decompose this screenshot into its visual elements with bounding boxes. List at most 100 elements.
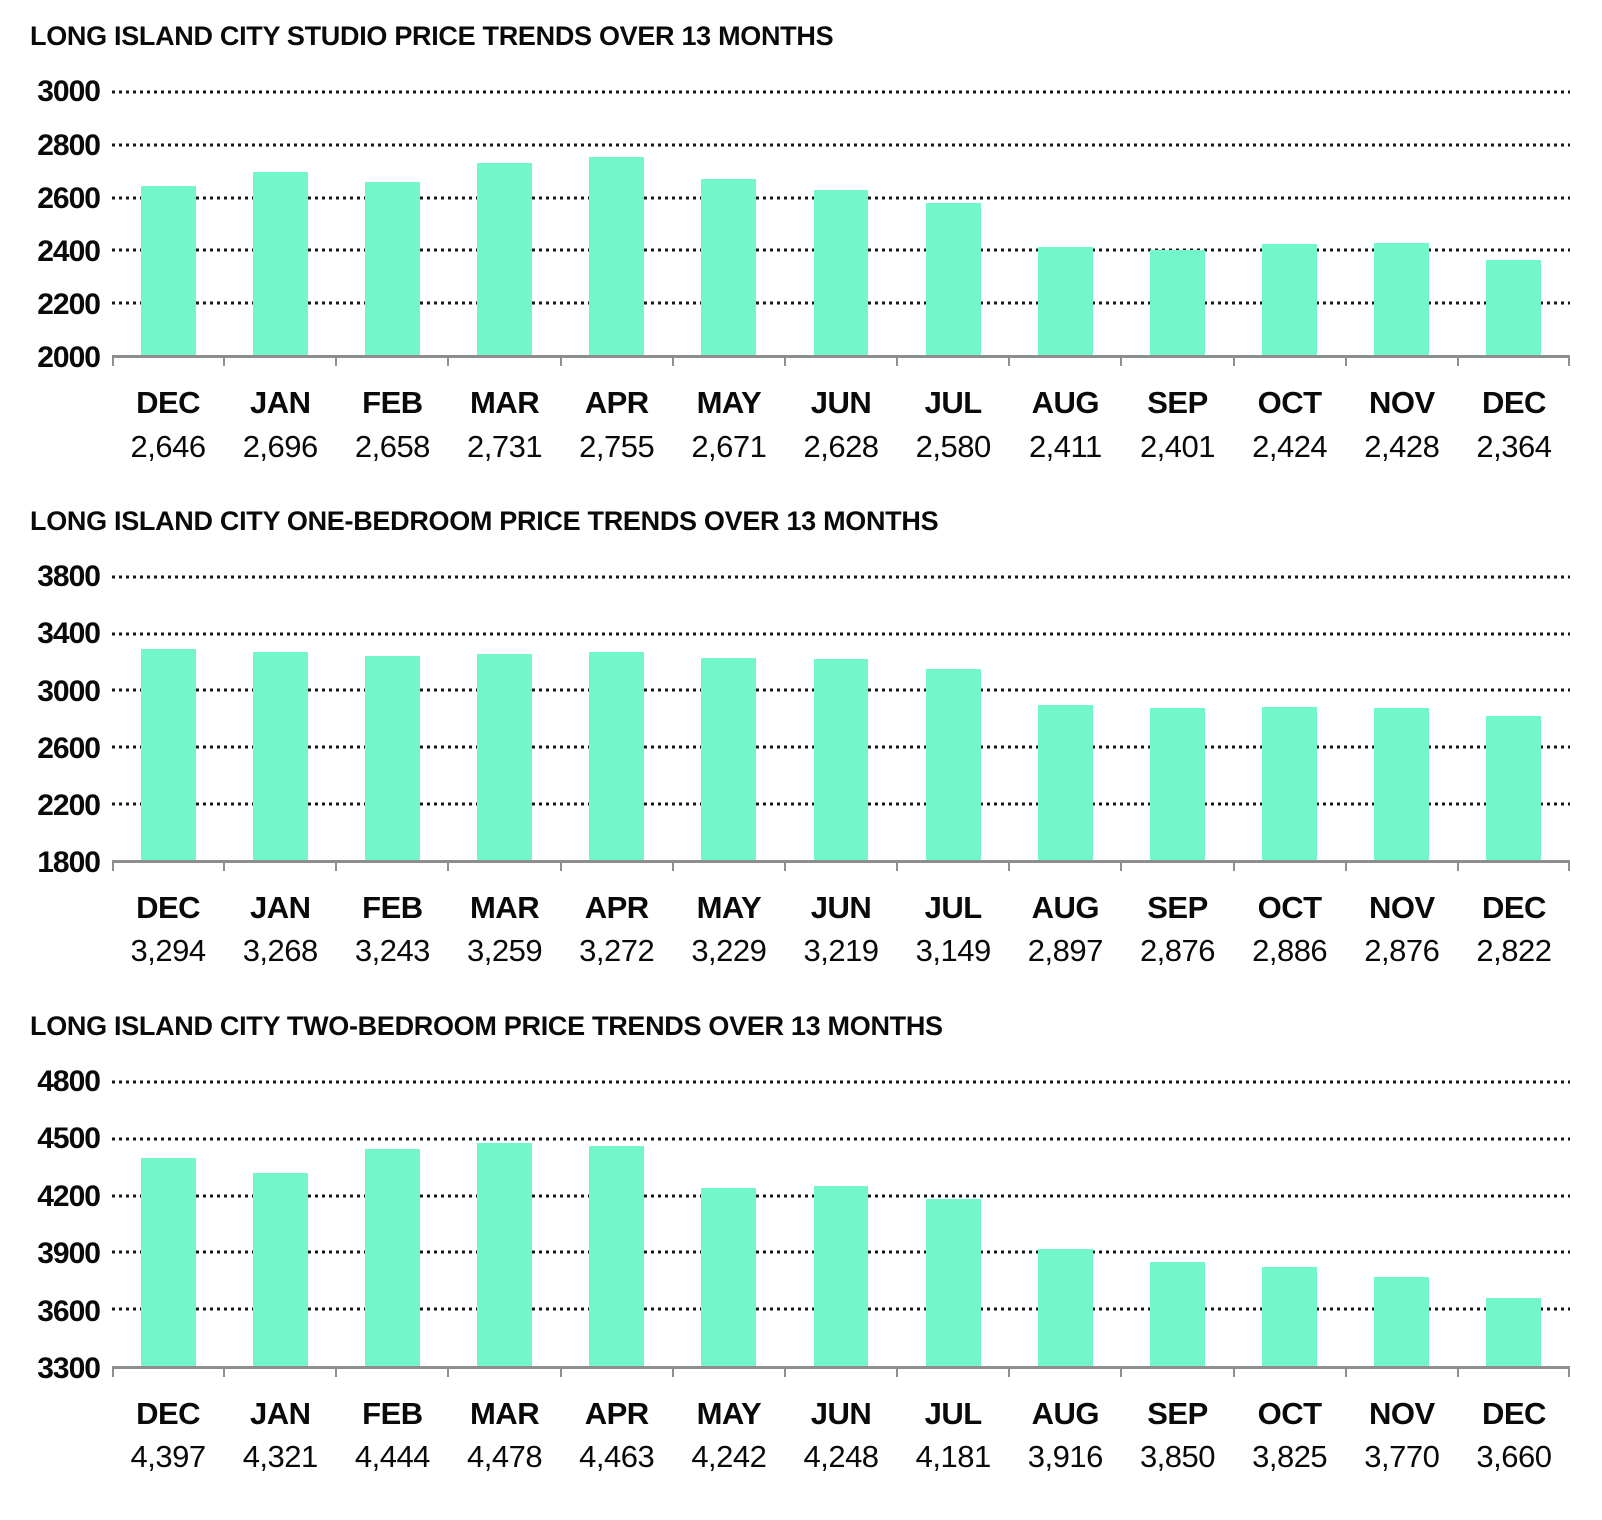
x-axis-tick — [1120, 863, 1123, 872]
chart-section-studio: LONG ISLAND CITY STUDIO PRICE TRENDS OVE… — [30, 20, 1570, 465]
chart-section-two-bedroom: LONG ISLAND CITY TWO-BEDROOM PRICE TREND… — [30, 1010, 1570, 1476]
x-axis-tick — [559, 1368, 562, 1377]
value-label: 3,243 — [354, 933, 431, 969]
bar — [477, 653, 533, 861]
x-label: NOV 3,770 — [1346, 1395, 1458, 1475]
bar-slot — [1009, 577, 1121, 861]
value-label: 3,272 — [579, 933, 655, 969]
x-label: DEC 2,822 — [1458, 889, 1570, 969]
value-label: 4,321 — [242, 1439, 319, 1475]
bar-slot — [336, 577, 448, 861]
x-label: MAY 4,242 — [673, 1395, 785, 1475]
bar-slot — [224, 577, 336, 861]
bar — [252, 1172, 308, 1366]
x-label: APR 4,463 — [561, 1395, 673, 1475]
y-tick-label: 1800 — [37, 846, 101, 880]
x-axis-tick — [335, 863, 338, 872]
chart-title-studio: LONG ISLAND CITY STUDIO PRICE TRENDS OVE… — [30, 21, 834, 51]
x-axis-tick — [112, 863, 114, 872]
x-label: SEP 3,850 — [1121, 1395, 1233, 1475]
x-axis-labels: DEC 3,294 JAN 3,268 FEB 3,243 MAR 3,259 APR 3,272… — [112, 889, 1570, 969]
month-label: FEB — [362, 385, 423, 421]
x-axis-tick — [447, 863, 450, 872]
bars — [112, 577, 1570, 861]
x-label: MAY 2,671 — [673, 384, 785, 464]
bar-slot — [897, 92, 1009, 356]
x-axis-tick — [1344, 863, 1347, 872]
x-axis-tick — [783, 863, 786, 872]
x-label: APR 2,755 — [561, 384, 673, 464]
bar — [140, 185, 196, 356]
x-label: NOV 2,876 — [1346, 889, 1458, 969]
x-label: FEB 3,243 — [336, 889, 448, 969]
x-axis-tick — [1008, 358, 1011, 367]
x-axis-tick — [1456, 358, 1459, 367]
value-label: 4,397 — [130, 1439, 207, 1475]
value-label: 4,463 — [579, 1439, 655, 1475]
y-tick-label: 2400 — [37, 234, 101, 268]
bar-slot — [673, 577, 785, 861]
x-label: DEC 2,646 — [112, 384, 224, 464]
value-label: 3,660 — [1476, 1439, 1552, 1475]
month-label: DEC — [1481, 1395, 1546, 1431]
bar-slot — [1458, 1082, 1570, 1366]
x-axis-tick — [671, 358, 674, 367]
bar — [589, 1145, 645, 1366]
bar-slot — [1346, 1082, 1458, 1366]
x-label: DEC 3,294 — [112, 889, 224, 969]
y-tick-label: 3400 — [37, 617, 101, 651]
month-label: SEP — [1147, 385, 1208, 421]
bar-slot — [561, 92, 673, 356]
month-label: APR — [584, 890, 649, 926]
y-axis: 1800 2200 2600 3000 3400 3800 — [30, 562, 112, 878]
x-label: MAY 3,229 — [673, 889, 785, 969]
chart-area: 1800 2200 2600 3000 3400 3800 — [30, 562, 1570, 878]
bar — [1374, 1276, 1430, 1366]
value-label: 2,658 — [354, 428, 431, 464]
value-label: 3,770 — [1364, 1439, 1440, 1475]
gridline — [112, 632, 1570, 636]
month-label: APR — [584, 1395, 649, 1431]
month-label: OCT — [1257, 890, 1322, 926]
x-label: JUL 4,181 — [897, 1395, 1009, 1475]
month-label: APR — [584, 385, 649, 421]
plot-area — [112, 1080, 1570, 1377]
value-label: 2,886 — [1252, 933, 1328, 969]
x-label: OCT 3,825 — [1234, 1395, 1346, 1475]
y-tick-label: 3000 — [37, 674, 101, 708]
bars — [112, 1082, 1570, 1366]
month-label: DEC — [136, 890, 201, 926]
value-label: 3,149 — [915, 933, 992, 969]
x-label: DEC 4,397 — [112, 1395, 224, 1475]
x-axis-tick — [447, 1368, 450, 1377]
bar — [589, 156, 645, 356]
bar-slot — [561, 1082, 673, 1366]
chart-section-one-bedroom: LONG ISLAND CITY ONE-BEDROOM PRICE TREND… — [30, 505, 1570, 970]
x-axis-tick — [671, 1368, 674, 1377]
bar-slot — [1234, 92, 1346, 356]
x-axis-tick — [671, 863, 674, 872]
x-label: JUN 4,248 — [785, 1395, 897, 1475]
value-label: 3,259 — [467, 933, 543, 969]
bar-slot — [897, 1082, 1009, 1366]
month-label: FEB — [362, 1395, 423, 1431]
value-label: 4,444 — [354, 1439, 431, 1475]
month-label: JUN — [810, 890, 872, 926]
month-label: JUL — [924, 1395, 983, 1431]
month-label: NOV — [1368, 890, 1435, 926]
month-label: DEC — [1481, 385, 1546, 421]
bar-slot — [1458, 577, 1570, 861]
bar-slot — [1458, 92, 1570, 356]
bar-slot — [897, 577, 1009, 861]
bar-slot — [448, 92, 560, 356]
y-tick-label: 3900 — [37, 1237, 101, 1271]
x-label: MAR 4,478 — [448, 1395, 560, 1475]
value-label: 3,825 — [1252, 1439, 1328, 1475]
chart-area: 2000 2200 2400 2600 2800 3000 — [30, 77, 1570, 373]
bar-slot — [673, 1082, 785, 1366]
month-label: JUN — [810, 385, 872, 421]
x-axis-tick — [1456, 863, 1459, 872]
month-label: SEP — [1147, 890, 1208, 926]
x-axis-tick — [112, 358, 114, 367]
x-axis-tick — [1120, 1368, 1123, 1377]
